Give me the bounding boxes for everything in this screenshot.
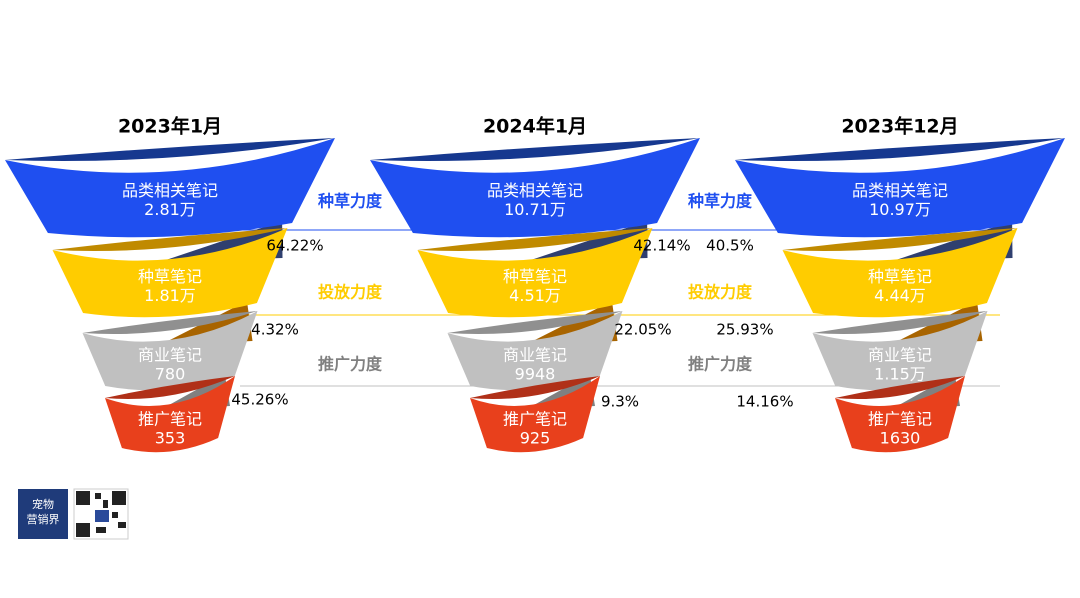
- stage-name: 推广笔记: [868, 409, 932, 428]
- funnel-stage: [5, 138, 335, 238]
- funnel-back: [835, 376, 965, 400]
- funnel-stage: [105, 376, 235, 453]
- funnel-back: [447, 311, 623, 335]
- stage-name: 品类相关笔记: [852, 181, 948, 200]
- conversion-rate: 4.32%: [251, 321, 299, 339]
- funnel-stage: [370, 138, 700, 238]
- stage-name: 种草笔记: [138, 267, 202, 286]
- funnel-stage: [82, 311, 258, 391]
- stage-name: 商业笔记: [868, 346, 932, 365]
- conversion-rate: 64.22%: [266, 237, 323, 255]
- gap-label: 投放力度: [318, 283, 383, 302]
- conversion-rate: 25.93%: [716, 321, 773, 339]
- conversion-rate: 14.16%: [736, 393, 793, 411]
- funnel-stage: [782, 228, 1018, 318]
- conversion-rate: 22.05%: [614, 321, 671, 339]
- stage-name: 品类相关笔记: [487, 181, 583, 200]
- funnel-stage: [470, 376, 600, 453]
- stage-value: 1630: [880, 428, 921, 447]
- stage-value: 4.44万: [874, 286, 926, 305]
- stage-value: 780: [155, 365, 186, 384]
- funnel-stage: [52, 228, 288, 318]
- funnel-title: 2023年1月: [118, 115, 222, 138]
- funnel-title: 2024年1月: [483, 115, 587, 138]
- stage-value: 10.97万: [869, 200, 931, 219]
- gap-label: 推广力度: [688, 355, 753, 374]
- stage-value: 4.51万: [509, 286, 561, 305]
- conversion-rate: 40.5%: [706, 237, 754, 255]
- funnel-back: [417, 228, 653, 252]
- stage-name: 推广笔记: [503, 409, 567, 428]
- funnel-back: [52, 228, 288, 252]
- conversion-rate: 45.26%: [231, 391, 288, 409]
- logo-text: 营销界: [27, 512, 60, 526]
- gap-label: 种草力度: [317, 192, 383, 211]
- stage-name: 商业笔记: [503, 346, 567, 365]
- funnel-back: [82, 311, 258, 335]
- stage-name: 商业笔记: [138, 346, 202, 365]
- stage-name: 推广笔记: [138, 409, 202, 428]
- stage-value: 925: [520, 428, 551, 447]
- funnel-stage: [812, 311, 988, 391]
- funnel-stage: [735, 138, 1065, 238]
- funnel-stage: [447, 311, 623, 391]
- stage-value: 10.71万: [504, 200, 566, 219]
- logo-text: 宠物: [32, 497, 54, 511]
- funnel-back: [470, 376, 600, 400]
- stage-name: 种草笔记: [868, 267, 932, 286]
- gap-label: 种草力度: [687, 192, 753, 211]
- funnel-back: [812, 311, 988, 335]
- stage-value: 1.15万: [874, 365, 926, 384]
- stage-value: 1.81万: [144, 286, 196, 305]
- stage-name: 品类相关笔记: [122, 181, 218, 200]
- funnel-stage: [417, 228, 653, 318]
- stage-value: 2.81万: [144, 200, 196, 219]
- logo-box: [18, 489, 68, 539]
- gap-label: 推广力度: [318, 355, 383, 374]
- funnel-back: [105, 376, 235, 400]
- conversion-rate: 9.3%: [601, 393, 639, 411]
- stage-value: 353: [155, 428, 186, 447]
- funnel-back: [5, 138, 335, 162]
- qr-code: [73, 488, 129, 540]
- funnel-back: [735, 138, 1065, 162]
- funnel-back: [370, 138, 700, 162]
- stage-value: 9948: [515, 365, 556, 384]
- funnel-stage: [835, 376, 965, 453]
- conversion-rate: 42.14%: [633, 237, 690, 255]
- funnel-back: [782, 228, 1018, 252]
- gap-label: 投放力度: [688, 283, 753, 302]
- stage-name: 种草笔记: [503, 267, 567, 286]
- funnel-title: 2023年12月: [841, 115, 958, 138]
